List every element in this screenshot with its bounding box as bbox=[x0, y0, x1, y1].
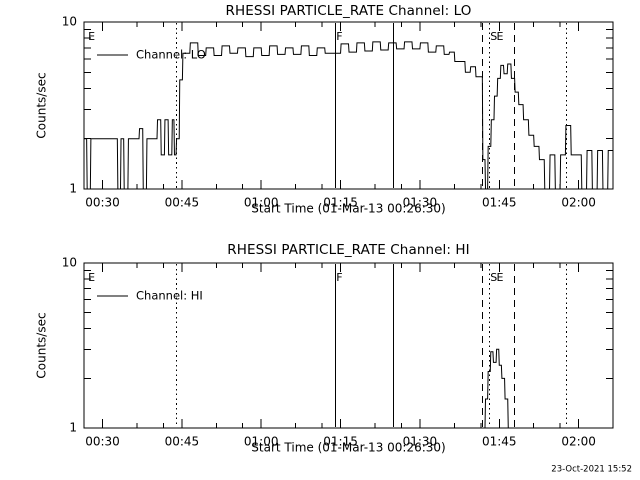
xtick-label: 02:00 bbox=[561, 435, 596, 449]
annotation-letter-S: S bbox=[490, 271, 497, 284]
xtick-label: 01:30 bbox=[403, 435, 438, 449]
xtick-label: 00:30 bbox=[85, 435, 120, 449]
panel-bottom: RHESSI PARTICLE_RATE Channel: HI 1 10 Count… bbox=[35, 242, 614, 455]
xtick-label: 01:30 bbox=[403, 196, 438, 210]
xtick-label: 01:00 bbox=[244, 196, 279, 210]
legend-label: Channel: LO bbox=[136, 48, 206, 62]
x-axis-label: Start Time (01-Mar-13 00:26:30) bbox=[251, 441, 445, 455]
ytick-label: 1 bbox=[69, 182, 77, 196]
annotation-letter-F: F bbox=[336, 271, 342, 284]
ytick-label: 10 bbox=[62, 256, 77, 270]
xtick-label: 01:15 bbox=[323, 196, 358, 210]
annotation-letter-E: E bbox=[88, 271, 95, 284]
ytick-label: 1 bbox=[69, 421, 77, 435]
annotation-letter-E: E bbox=[497, 271, 504, 284]
plot-frame-top bbox=[83, 21, 614, 190]
render-timestamp: 23-Oct-2021 15:52 bbox=[551, 465, 632, 475]
xtick-label: 00:45 bbox=[165, 435, 200, 449]
annotation-letter-F: F bbox=[336, 30, 342, 43]
xtick-label: 02:00 bbox=[561, 196, 596, 210]
ytick-label: 10 bbox=[62, 15, 77, 29]
annotation-letter-E: E bbox=[88, 30, 95, 43]
xtick-label: 00:45 bbox=[165, 196, 200, 210]
panel-title-bottom: RHESSI PARTICLE_RATE Channel: HI bbox=[227, 242, 470, 258]
panel-title-top: RHESSI PARTICLE_RATE Channel: LO bbox=[225, 3, 471, 19]
xtick-label: 01:45 bbox=[482, 435, 517, 449]
y-axis-label: Counts/sec bbox=[35, 312, 49, 378]
annotation-letter-S: S bbox=[490, 30, 497, 43]
xtick-label: 01:00 bbox=[244, 435, 279, 449]
legend-label: Channel: HI bbox=[136, 289, 203, 303]
y-axis-label: Counts/sec bbox=[35, 72, 49, 138]
xtick-label: 01:15 bbox=[323, 435, 358, 449]
x-axis-label: Start Time (01-Mar-13 00:26:30) bbox=[251, 202, 445, 216]
data-series-channel-lo bbox=[84, 41, 613, 190]
xtick-label: 01:45 bbox=[482, 196, 517, 210]
panel-top: RHESSI PARTICLE_RATE Channel: LO 1 10 Count… bbox=[35, 3, 614, 216]
annotation-letter-E: E bbox=[497, 30, 504, 43]
data-series-channel-hi bbox=[84, 348, 613, 429]
xtick-label: 00:30 bbox=[85, 196, 120, 210]
